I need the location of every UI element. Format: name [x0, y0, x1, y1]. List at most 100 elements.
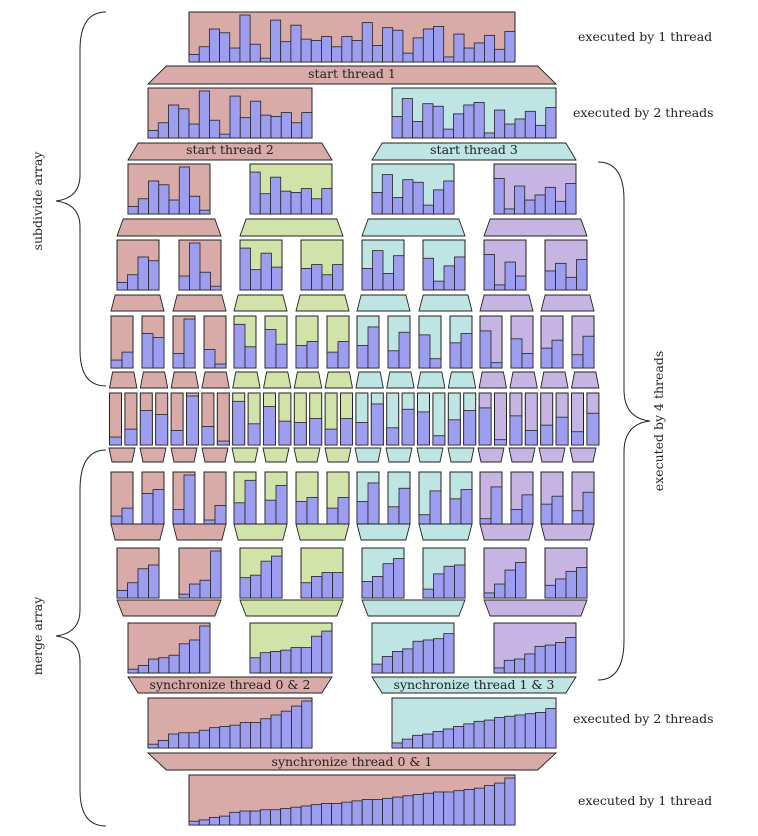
value-bar	[463, 104, 475, 139]
value-bar	[321, 572, 333, 599]
merge-box	[422, 547, 466, 599]
value-bar	[412, 37, 424, 63]
value-bar	[321, 188, 333, 215]
array-boxes	[109, 11, 600, 826]
merge-box	[356, 471, 380, 525]
value-bar	[300, 582, 312, 599]
value-bar	[341, 36, 353, 63]
value-bar	[214, 505, 227, 525]
value-bar	[321, 36, 333, 63]
value-bar	[148, 180, 160, 215]
exec-2-top-label: executed by 2 threads	[573, 105, 714, 120]
value-bar	[321, 803, 333, 826]
value-bar	[127, 582, 139, 599]
value-bar	[275, 343, 288, 369]
value-bar	[178, 732, 190, 749]
subdivide-box	[418, 315, 442, 369]
value-bar	[290, 24, 302, 63]
value-bar	[199, 625, 211, 674]
value-bar	[494, 782, 506, 826]
split-connector	[540, 294, 595, 312]
value-bar	[271, 555, 283, 599]
value-bar	[504, 31, 516, 63]
merge-brace	[55, 449, 107, 827]
value-bar	[555, 578, 567, 599]
value-bar	[391, 742, 403, 749]
merge-box	[449, 471, 473, 525]
value-bar	[188, 820, 200, 826]
split-connector	[479, 294, 534, 312]
value-bar	[515, 275, 527, 291]
merge-connector	[569, 447, 597, 463]
split-connector	[361, 218, 466, 237]
value-bar	[534, 645, 546, 674]
value-bar	[270, 809, 282, 826]
value-bar	[250, 574, 262, 599]
split-connector	[233, 294, 288, 312]
subdivide-box	[478, 392, 492, 446]
value-bar	[534, 194, 546, 215]
value-bar	[137, 664, 149, 674]
value-bar	[479, 518, 492, 525]
value-bar	[311, 198, 323, 215]
value-bar	[551, 339, 564, 369]
value-bar	[504, 715, 516, 749]
merge-box	[178, 547, 222, 599]
subdivide-box	[510, 315, 534, 369]
value-bar	[278, 420, 292, 446]
value-bar	[216, 440, 230, 446]
value-bar	[250, 722, 262, 749]
value-bar	[321, 274, 333, 291]
split-connector	[108, 371, 138, 389]
exec-1-top-label: executed by 1 thread	[578, 29, 712, 44]
value-bar	[301, 112, 313, 139]
value-bar	[417, 411, 430, 446]
value-bar	[586, 412, 600, 446]
merge-connector	[108, 447, 136, 463]
value-bar	[453, 726, 465, 749]
value-bar	[321, 630, 333, 674]
value-bar	[571, 510, 584, 525]
subdivide-box	[233, 315, 257, 369]
value-bar	[571, 354, 584, 369]
value-bar	[147, 743, 159, 749]
subdivide-box	[139, 392, 153, 446]
subdivide-box	[188, 11, 516, 63]
merge-connector	[231, 447, 259, 463]
split-connector	[146, 65, 558, 85]
value-bar	[576, 567, 588, 599]
split-connector	[447, 371, 477, 389]
merge-box	[295, 471, 319, 525]
value-bar	[422, 733, 434, 749]
value-bar	[331, 803, 343, 826]
value-bar	[290, 192, 302, 215]
value-bar	[260, 252, 272, 291]
value-bar	[382, 27, 394, 63]
value-bar	[208, 28, 220, 63]
value-bar	[473, 102, 485, 139]
merge-box	[387, 471, 411, 525]
value-bar	[483, 719, 495, 749]
merge-box	[493, 622, 577, 674]
merge-connector	[293, 447, 321, 463]
subdivide-box	[141, 315, 165, 369]
subdivide-box	[324, 392, 338, 446]
split-connector	[416, 371, 446, 389]
merge-connector	[477, 447, 505, 463]
value-bar	[432, 435, 446, 446]
value-bar	[270, 714, 282, 749]
exec-1-bottom-label: executed by 1 thread	[578, 793, 712, 808]
subdivide-box	[239, 239, 283, 291]
value-bar	[244, 479, 257, 525]
merge-connector	[356, 523, 411, 541]
merge-connector	[540, 523, 595, 541]
value-bar	[249, 43, 261, 63]
subdivide-box	[540, 392, 554, 446]
value-bar	[443, 265, 455, 291]
value-bar	[300, 38, 312, 63]
start-thread-3-label: start thread 3	[430, 142, 518, 157]
value-bar	[453, 790, 465, 826]
subdivide-box	[216, 392, 230, 446]
value-bar	[504, 261, 516, 291]
value-bar	[337, 497, 350, 525]
